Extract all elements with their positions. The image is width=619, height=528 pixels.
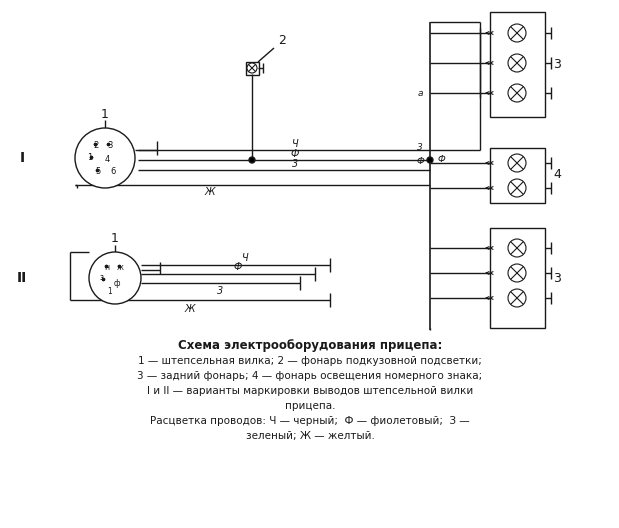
Text: 1 — штепсельная вилка; 2 — фонарь подкузовной подсветки;: 1 — штепсельная вилка; 2 — фонарь подкуз… <box>138 356 482 366</box>
Text: ж: ж <box>116 262 124 271</box>
Circle shape <box>508 24 526 42</box>
Text: 3: 3 <box>553 271 561 285</box>
Text: 3: 3 <box>107 140 113 149</box>
Text: I и II — варианты маркировки выводов штепсельной вилки: I и II — варианты маркировки выводов ште… <box>147 386 473 396</box>
Text: 4: 4 <box>105 156 110 165</box>
Text: 1: 1 <box>87 154 93 163</box>
Circle shape <box>249 157 255 163</box>
Circle shape <box>508 289 526 307</box>
Text: з: з <box>100 274 104 282</box>
Text: Ч: Ч <box>241 253 248 263</box>
Bar <box>490 12 545 117</box>
Text: Схема электрооборудования прицепа:: Схема электрооборудования прицепа: <box>178 338 442 352</box>
Circle shape <box>508 179 526 197</box>
Text: Ч: Ч <box>292 139 298 149</box>
Text: II: II <box>17 271 27 285</box>
Text: прицепа.: прицепа. <box>285 401 335 411</box>
Text: Ф: Ф <box>291 149 299 159</box>
Text: 6: 6 <box>110 166 116 175</box>
Text: 2: 2 <box>278 34 286 48</box>
Circle shape <box>508 264 526 282</box>
Text: 3 — задний фонарь; 4 — фонарь освещения номерного знака;: 3 — задний фонарь; 4 — фонарь освещения … <box>137 371 483 381</box>
Text: 1: 1 <box>101 108 109 120</box>
Circle shape <box>427 157 433 163</box>
Circle shape <box>508 239 526 257</box>
Circle shape <box>75 128 135 188</box>
Text: Ж: Ж <box>205 187 215 197</box>
Circle shape <box>508 154 526 172</box>
Text: 2: 2 <box>93 140 98 149</box>
Text: 3: 3 <box>217 286 223 296</box>
Circle shape <box>508 84 526 102</box>
Text: Ф: Ф <box>416 157 424 166</box>
Circle shape <box>89 252 141 304</box>
Text: Ф: Ф <box>234 262 242 272</box>
Text: зеленый; Ж — желтый.: зеленый; Ж — желтый. <box>246 431 374 441</box>
Text: 3: 3 <box>553 58 561 71</box>
Text: Ф: Ф <box>438 156 446 165</box>
Bar <box>246 62 259 75</box>
Text: ф: ф <box>114 278 120 288</box>
Text: 3: 3 <box>417 144 423 153</box>
Text: 4: 4 <box>553 168 561 182</box>
Circle shape <box>508 54 526 72</box>
Text: Расцветка проводов: Ч — черный;  Ф — фиолетовый;  З —: Расцветка проводов: Ч — черный; Ф — фиол… <box>150 416 470 426</box>
Text: 3: 3 <box>292 159 298 169</box>
Bar <box>490 228 545 328</box>
Circle shape <box>247 63 257 73</box>
Bar <box>490 148 545 203</box>
Text: 1: 1 <box>111 232 119 246</box>
Text: а: а <box>417 89 423 98</box>
Text: I: I <box>19 151 25 165</box>
Text: 1: 1 <box>108 288 113 297</box>
Text: н: н <box>105 262 110 271</box>
Text: 5: 5 <box>95 166 101 175</box>
Text: Ж: Ж <box>184 304 195 314</box>
